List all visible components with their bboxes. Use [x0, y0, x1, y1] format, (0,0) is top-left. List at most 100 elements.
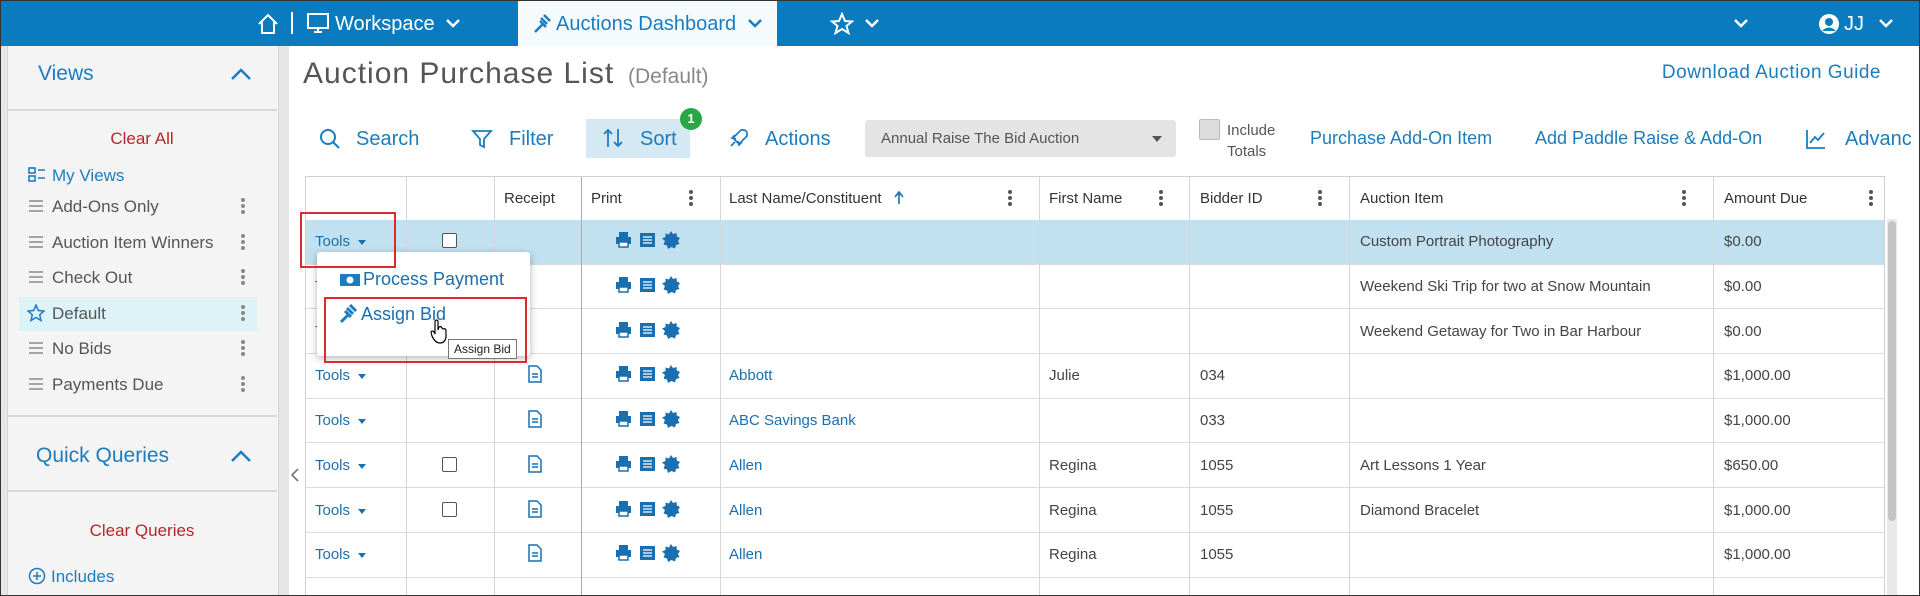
view-item[interactable]: Check Out: [52, 268, 133, 288]
column-menu[interactable]: [240, 339, 246, 357]
purchase-addon[interactable]: Purchase Add-On Item: [1310, 128, 1493, 148]
print-icon[interactable]: [615, 410, 632, 427]
constituent-link[interactable]: Allen: [729, 456, 763, 474]
constituent-link[interactable]: Allen: [729, 501, 763, 519]
search-button[interactable]: Search: [356, 128, 420, 150]
column-menu[interactable]: [1158, 189, 1164, 207]
download-guide[interactable]: Download Auction Guide: [1661, 62, 1881, 83]
chevron[interactable]: [864, 17, 880, 29]
column-header[interactable]: Bidder ID: [1200, 190, 1263, 207]
tools-menu-button[interactable]: Tools: [315, 233, 351, 251]
document-icon[interactable]: [639, 455, 656, 472]
column-menu[interactable]: [1007, 189, 1013, 207]
badge-icon[interactable]: [662, 231, 680, 250]
include-totals-checkbox[interactable]: [1199, 119, 1220, 140]
badge-icon[interactable]: [662, 276, 680, 295]
tools-menu-button[interactable]: Tools: [315, 546, 351, 564]
column-menu[interactable]: [1868, 189, 1874, 207]
print-icon[interactable]: [615, 365, 632, 383]
clear-all[interactable]: Clear All: [110, 129, 174, 148]
tools-menu-button[interactable]: Tools: [315, 367, 351, 385]
dashboard-tab-label[interactable]: Auctions Dashboard: [556, 13, 737, 35]
collapse-sidebar[interactable]: [290, 467, 300, 483]
clear-queries[interactable]: Clear Queries: [89, 521, 195, 540]
print-icon[interactable]: [615, 321, 632, 338]
badge-icon[interactable]: [662, 320, 680, 339]
document-icon[interactable]: [639, 276, 656, 293]
constituent-link[interactable]: Abbott: [729, 367, 773, 385]
chevron[interactable]: [445, 17, 461, 29]
tools-menu-button[interactable]: Tools: [315, 456, 351, 474]
receipt-icon[interactable]: [528, 410, 542, 428]
row-checkbox[interactable]: [442, 456, 457, 472]
column-header[interactable]: Last Name/Constituent: [729, 190, 882, 207]
menu-item[interactable]: Assign Bid: [361, 304, 447, 324]
column-header[interactable]: Amount Due: [1724, 190, 1808, 207]
view-item[interactable]: Default: [52, 303, 106, 323]
sort-button[interactable]: [586, 119, 690, 158]
scrollbar-thumb[interactable]: [1888, 221, 1896, 521]
view-item[interactable]: Payments Due: [52, 375, 164, 394]
includes[interactable]: Includes: [51, 567, 115, 586]
print-icon[interactable]: [615, 455, 632, 472]
document-icon[interactable]: [639, 544, 656, 561]
badge-icon[interactable]: [662, 499, 680, 518]
column-menu[interactable]: [1317, 189, 1323, 207]
star-icon[interactable]: [830, 12, 854, 36]
auction-select[interactable]: Annual Raise The Bid Auction: [865, 120, 1176, 157]
document-icon[interactable]: [639, 321, 656, 338]
active-tab[interactable]: Auctions Dashboard: [518, 1, 777, 46]
document-icon[interactable]: [639, 500, 656, 517]
views-title[interactable]: Views: [38, 62, 94, 85]
view-item[interactable]: Add-Ons Only: [52, 197, 159, 216]
row-checkbox[interactable]: [442, 501, 457, 517]
print-icon[interactable]: [615, 500, 632, 517]
row-checkbox[interactable]: [442, 233, 457, 249]
badge-icon[interactable]: [662, 544, 680, 563]
tools-caret[interactable]: [357, 418, 367, 425]
column-header[interactable]: Auction Item: [1360, 190, 1444, 207]
tools-caret[interactable]: [357, 373, 367, 380]
view-item[interactable]: No Bids: [52, 339, 112, 359]
tools-caret[interactable]: [357, 463, 367, 470]
document-icon[interactable]: [639, 231, 656, 248]
menu-item[interactable]: Process Payment: [363, 269, 505, 289]
badge-icon[interactable]: [662, 365, 680, 384]
print-icon[interactable]: [615, 231, 632, 249]
document-icon[interactable]: [639, 410, 656, 427]
add-paddle-raise[interactable]: Add Paddle Raise & Add-On: [1535, 128, 1763, 148]
chevron[interactable]: [747, 17, 763, 29]
advanced-button[interactable]: Advanc: [1845, 128, 1912, 150]
collapse-chevron[interactable]: [230, 67, 252, 81]
workspace-menu[interactable]: Workspace: [335, 13, 435, 35]
column-menu[interactable]: [688, 189, 694, 207]
tools-menu-button[interactable]: Tools: [315, 501, 351, 519]
print-icon[interactable]: [615, 544, 632, 561]
actions-button[interactable]: Actions: [765, 128, 831, 150]
column-menu[interactable]: [1681, 189, 1687, 207]
column-menu[interactable]: [240, 375, 246, 393]
sort-label[interactable]: Sort: [640, 128, 677, 150]
badge-icon[interactable]: [662, 410, 680, 429]
constituent-link[interactable]: Allen: [729, 546, 763, 564]
receipt-icon[interactable]: [528, 499, 542, 518]
receipt-icon[interactable]: [528, 455, 542, 473]
print-icon[interactable]: [615, 276, 632, 293]
chevron[interactable]: [1878, 17, 1894, 29]
my-views[interactable]: My Views: [52, 166, 125, 185]
filter-button[interactable]: Filter: [509, 128, 554, 150]
column-header[interactable]: Print: [591, 190, 622, 207]
collapse-chevron[interactable]: [230, 449, 252, 463]
tools-caret[interactable]: [357, 508, 367, 515]
tools-caret[interactable]: [357, 239, 367, 246]
constituent-link[interactable]: ABC Savings Bank: [729, 412, 856, 430]
home-icon[interactable]: [256, 12, 280, 36]
quick-queries-title[interactable]: Quick Queries: [36, 444, 170, 467]
auction-select-value[interactable]: Annual Raise The Bid Auction: [881, 130, 1080, 147]
column-menu[interactable]: [240, 233, 246, 251]
include-totals-label[interactable]: Include Totals: [1227, 122, 1276, 160]
receipt-icon[interactable]: [528, 365, 542, 384]
column-menu[interactable]: [240, 197, 246, 215]
view-item[interactable]: Auction Item Winners: [52, 232, 214, 252]
column-header[interactable]: Receipt: [504, 190, 555, 207]
